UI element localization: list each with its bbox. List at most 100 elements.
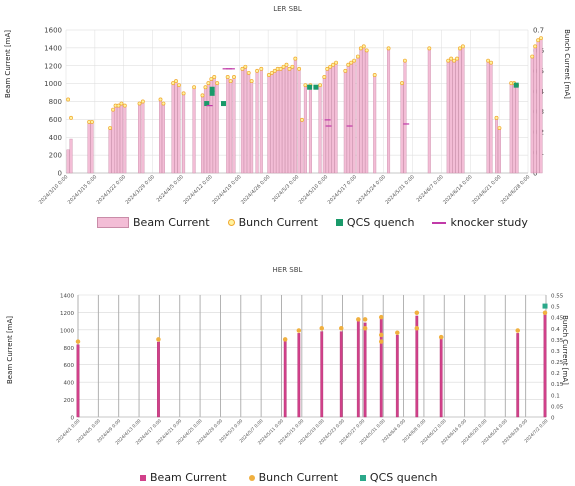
qcs-quench-marker	[542, 303, 548, 309]
bunch-current-point	[192, 85, 197, 90]
qcs-quench-marker	[313, 84, 319, 90]
qcs-quench-marker	[513, 82, 519, 88]
beam-current-bar	[226, 78, 230, 174]
beam-current-bar	[157, 341, 160, 418]
bunch-current-point	[446, 58, 451, 63]
bunch-current-point	[116, 103, 121, 108]
bunch-current-point	[303, 83, 308, 88]
beam-current-bar	[373, 74, 377, 174]
beam-current-bar	[543, 313, 547, 418]
bunch-current-point	[300, 117, 304, 122]
beam-current-bar	[119, 104, 123, 174]
bunch-current-point	[259, 66, 264, 71]
beam-current-bar	[276, 69, 280, 174]
bunch-current-point	[372, 72, 377, 77]
bunch-current-point	[494, 115, 499, 120]
beam-current-bar	[343, 70, 347, 174]
bunch-current-point	[402, 58, 407, 63]
bunch-current-point	[438, 334, 444, 340]
beam-current-bar	[87, 121, 91, 174]
y-tick-label: 200	[64, 398, 75, 404]
legend-item-beam-current: Beam Current	[97, 216, 210, 229]
beam-current-bar	[349, 63, 353, 174]
legend-item-beam-current: Beam Current	[140, 471, 227, 484]
beam-current-bar	[356, 320, 360, 418]
bunch-current-point	[378, 332, 384, 338]
y2-tick-label: 0	[533, 170, 537, 178]
beam-current-bar	[300, 120, 304, 174]
bunch-current-point	[297, 66, 302, 71]
y2-tick-label: 0.55	[551, 294, 564, 300]
y-tick-label: 0	[58, 170, 62, 178]
beam-current-bar	[290, 67, 294, 174]
legend-label: QCS quench	[369, 471, 438, 484]
beam-current-bar	[539, 36, 543, 174]
y-tick-label: 1000	[44, 80, 62, 88]
legend-label: QCS quench	[346, 216, 415, 229]
x-tick-label: 2024/4/26 0:00	[240, 174, 271, 205]
x-tick-label: 2024/5/3 0:00	[271, 174, 300, 203]
beam-current-bar	[339, 331, 343, 418]
legend-item-qcs-quench: QCS quench	[335, 216, 415, 229]
bunch-current-point	[290, 64, 295, 69]
bunch-current-point	[203, 85, 208, 90]
bunch-current-point	[460, 44, 465, 49]
beam-current-bar	[232, 76, 236, 174]
legend-marker-qcs-quench	[335, 219, 343, 226]
beam-current-bar	[365, 49, 369, 174]
bunch-current-point	[356, 317, 361, 322]
bunch-current-point	[319, 326, 325, 331]
x-tick-label: 2024/4/12 0:00	[182, 174, 213, 205]
x-tick-label: 2024/6/21 0:00	[471, 174, 502, 205]
x-tick-label: 2024/5/24 0:00	[356, 174, 387, 205]
y2-tick-label: 0.3	[551, 349, 560, 355]
bunch-current-point	[362, 317, 368, 322]
bunch-current-point	[400, 81, 404, 86]
x-tick-label: 2024/6/14 0:00	[442, 174, 473, 205]
y2-tick-label: 0.1	[551, 393, 560, 399]
beam-current-bar	[452, 61, 456, 174]
beam-current-bar	[66, 149, 70, 174]
beam-current-bar	[486, 60, 490, 174]
y-tick-label: 0	[71, 416, 75, 422]
bunch-current-point	[137, 101, 142, 106]
legend-marker-bunch-current	[227, 219, 235, 226]
bunch-current-point	[140, 99, 145, 104]
bunch-current-point	[69, 115, 73, 120]
y-tick-label: 1400	[60, 294, 74, 300]
bunch-current-point	[533, 44, 538, 49]
x-tick-label: 2024/3/15 0:00	[67, 174, 98, 205]
beam-current-bar	[449, 59, 453, 174]
y-tick-label: 1200	[44, 62, 62, 70]
x-tick-label: 2024/3/29 0:00	[125, 174, 156, 205]
y-tick-label: 800	[64, 346, 75, 352]
bunch-current-point	[90, 119, 94, 124]
beam-current-bar	[320, 331, 324, 418]
beam-current-bar	[282, 67, 286, 174]
chart1-title: LER SBL	[273, 5, 302, 13]
y2-tick-label: 0	[551, 416, 555, 422]
beam-current-bar	[255, 70, 259, 174]
bunch-current-point	[287, 66, 292, 71]
x-tick-label: 2024/6/28 0:00	[500, 174, 531, 205]
y-tick-label: 200	[49, 152, 62, 160]
beam-current-bar	[192, 86, 196, 174]
bunch-current-point	[246, 70, 251, 75]
bunch-current-point	[119, 101, 124, 106]
chart1-plot: 0200400600800100012001400160000.10.20.30…	[38, 27, 545, 206]
qcs-quench-marker	[307, 84, 313, 90]
bunch-current-point	[497, 126, 502, 131]
qcs-quench-marker	[204, 101, 210, 107]
bunch-current-point	[414, 326, 420, 331]
beam-current-bar	[359, 49, 363, 174]
y2-tick-label: 0.5	[551, 305, 560, 311]
bunch-current-point	[458, 46, 462, 51]
chart1-legend: Beam Current Bunch Current QCS quench kn…	[97, 216, 528, 229]
bunch-current-point	[530, 54, 535, 59]
bunch-current-point	[66, 97, 71, 102]
bunch-current-point	[515, 328, 520, 333]
bunch-current-point	[349, 60, 354, 65]
bunch-current-point	[278, 66, 283, 71]
y-tick-label: 1400	[44, 44, 62, 52]
legend-label: Beam Current	[133, 216, 210, 229]
